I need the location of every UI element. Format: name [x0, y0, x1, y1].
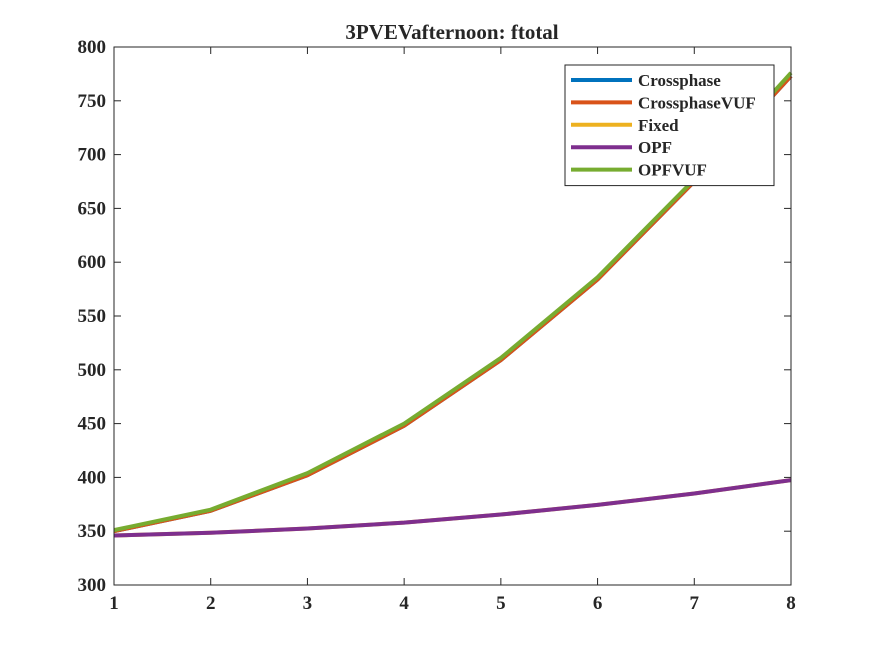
legend-label: OPF	[638, 138, 672, 157]
y-tick-label: 750	[78, 91, 107, 112]
x-tick-label: 4	[399, 593, 409, 614]
y-tick-label: 300	[78, 575, 107, 596]
legend-label: Crossphase	[638, 71, 721, 90]
y-tick-label: 550	[78, 306, 107, 327]
x-tick-label: 8	[786, 593, 796, 614]
x-tick-label: 7	[690, 593, 700, 614]
y-tick-label: 700	[78, 145, 107, 166]
x-tick-label: 6	[593, 593, 603, 614]
series-line-opf	[113, 478, 792, 538]
legend-label: Fixed	[638, 116, 679, 135]
series-lines	[113, 71, 793, 538]
legend: Crossphase CrossphaseVUF Fixed OPF OPFVUF	[564, 64, 775, 187]
y-tick-label: 500	[78, 360, 107, 381]
chart-title: 3PVEVafternoon: ftotal	[345, 20, 558, 44]
y-tick-label: 800	[78, 37, 107, 58]
y-tick-label: 350	[78, 521, 107, 542]
legend-label: OPFVUF	[638, 161, 707, 180]
axes-box	[113, 46, 792, 586]
x-tick-label: 1	[109, 593, 119, 614]
y-tick-label: 400	[78, 467, 107, 488]
y-tick-label: 450	[78, 414, 107, 435]
x-tick-label: 3	[303, 593, 313, 614]
y-tick-label: 650	[78, 198, 107, 219]
legend-label: CrossphaseVUF	[638, 93, 756, 112]
x-tick-label: 5	[496, 593, 506, 614]
y-tick-label: 600	[78, 252, 107, 273]
series-line-opfvuf	[113, 71, 793, 533]
x-tick-label: 2	[206, 593, 216, 614]
